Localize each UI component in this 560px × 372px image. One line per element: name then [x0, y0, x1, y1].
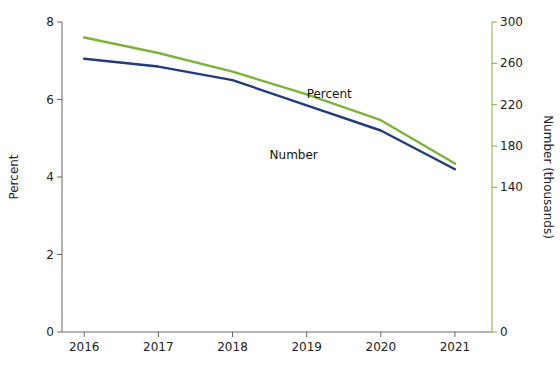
plot-area [84, 38, 455, 170]
y-tick-label: 2 [46, 248, 54, 262]
x-axis-line [62, 332, 492, 333]
y2-tick [492, 332, 497, 333]
chart: 2016 2017 2018 2019 2020 2021 0 2 4 6 8 0 140 180 220 2… [0, 0, 560, 372]
x-tick [306, 332, 307, 337]
y2-tick [492, 22, 497, 23]
y-tick-label: 6 [46, 93, 54, 107]
line [84, 59, 455, 169]
x-tick-label: 2018 [217, 340, 248, 354]
y2-tick [492, 104, 497, 105]
y2-tick [492, 63, 497, 64]
y2-tick [492, 187, 497, 188]
y2-tick-label: 300 [500, 15, 523, 29]
x-tick [232, 332, 233, 337]
x-tick [84, 332, 85, 337]
x-tick-label: 2019 [291, 340, 322, 354]
y-tick-label: 4 [46, 170, 54, 184]
y-tick [57, 332, 62, 333]
y-tick-label: 8 [46, 15, 54, 29]
y2-tick-label: 260 [500, 56, 523, 70]
y2-axis-label: Number (thousands) [541, 115, 555, 239]
y-tick [57, 177, 62, 178]
y2-tick-label: 220 [500, 98, 523, 112]
y-tick-label: 0 [46, 325, 54, 339]
y2-tick-label: 0 [500, 325, 508, 339]
y-tick [57, 99, 62, 100]
y2-tick-label: 140 [500, 180, 523, 194]
y2-tick-label: 180 [500, 139, 523, 153]
annotation: Percent [307, 87, 352, 101]
x-tick [158, 332, 159, 337]
y-axis-label: Percent [7, 154, 21, 199]
x-tick [454, 332, 455, 337]
y-tick [57, 254, 62, 255]
y-tick [57, 22, 62, 23]
y2-axis-line [492, 22, 493, 332]
x-tick-label: 2020 [366, 340, 397, 354]
annotation: Number [270, 148, 318, 162]
x-tick-label: 2017 [143, 340, 174, 354]
x-tick-label: 2016 [69, 340, 100, 354]
x-tick [380, 332, 381, 337]
y2-tick [492, 146, 497, 147]
line [84, 38, 455, 164]
x-tick-label: 2021 [440, 340, 471, 354]
